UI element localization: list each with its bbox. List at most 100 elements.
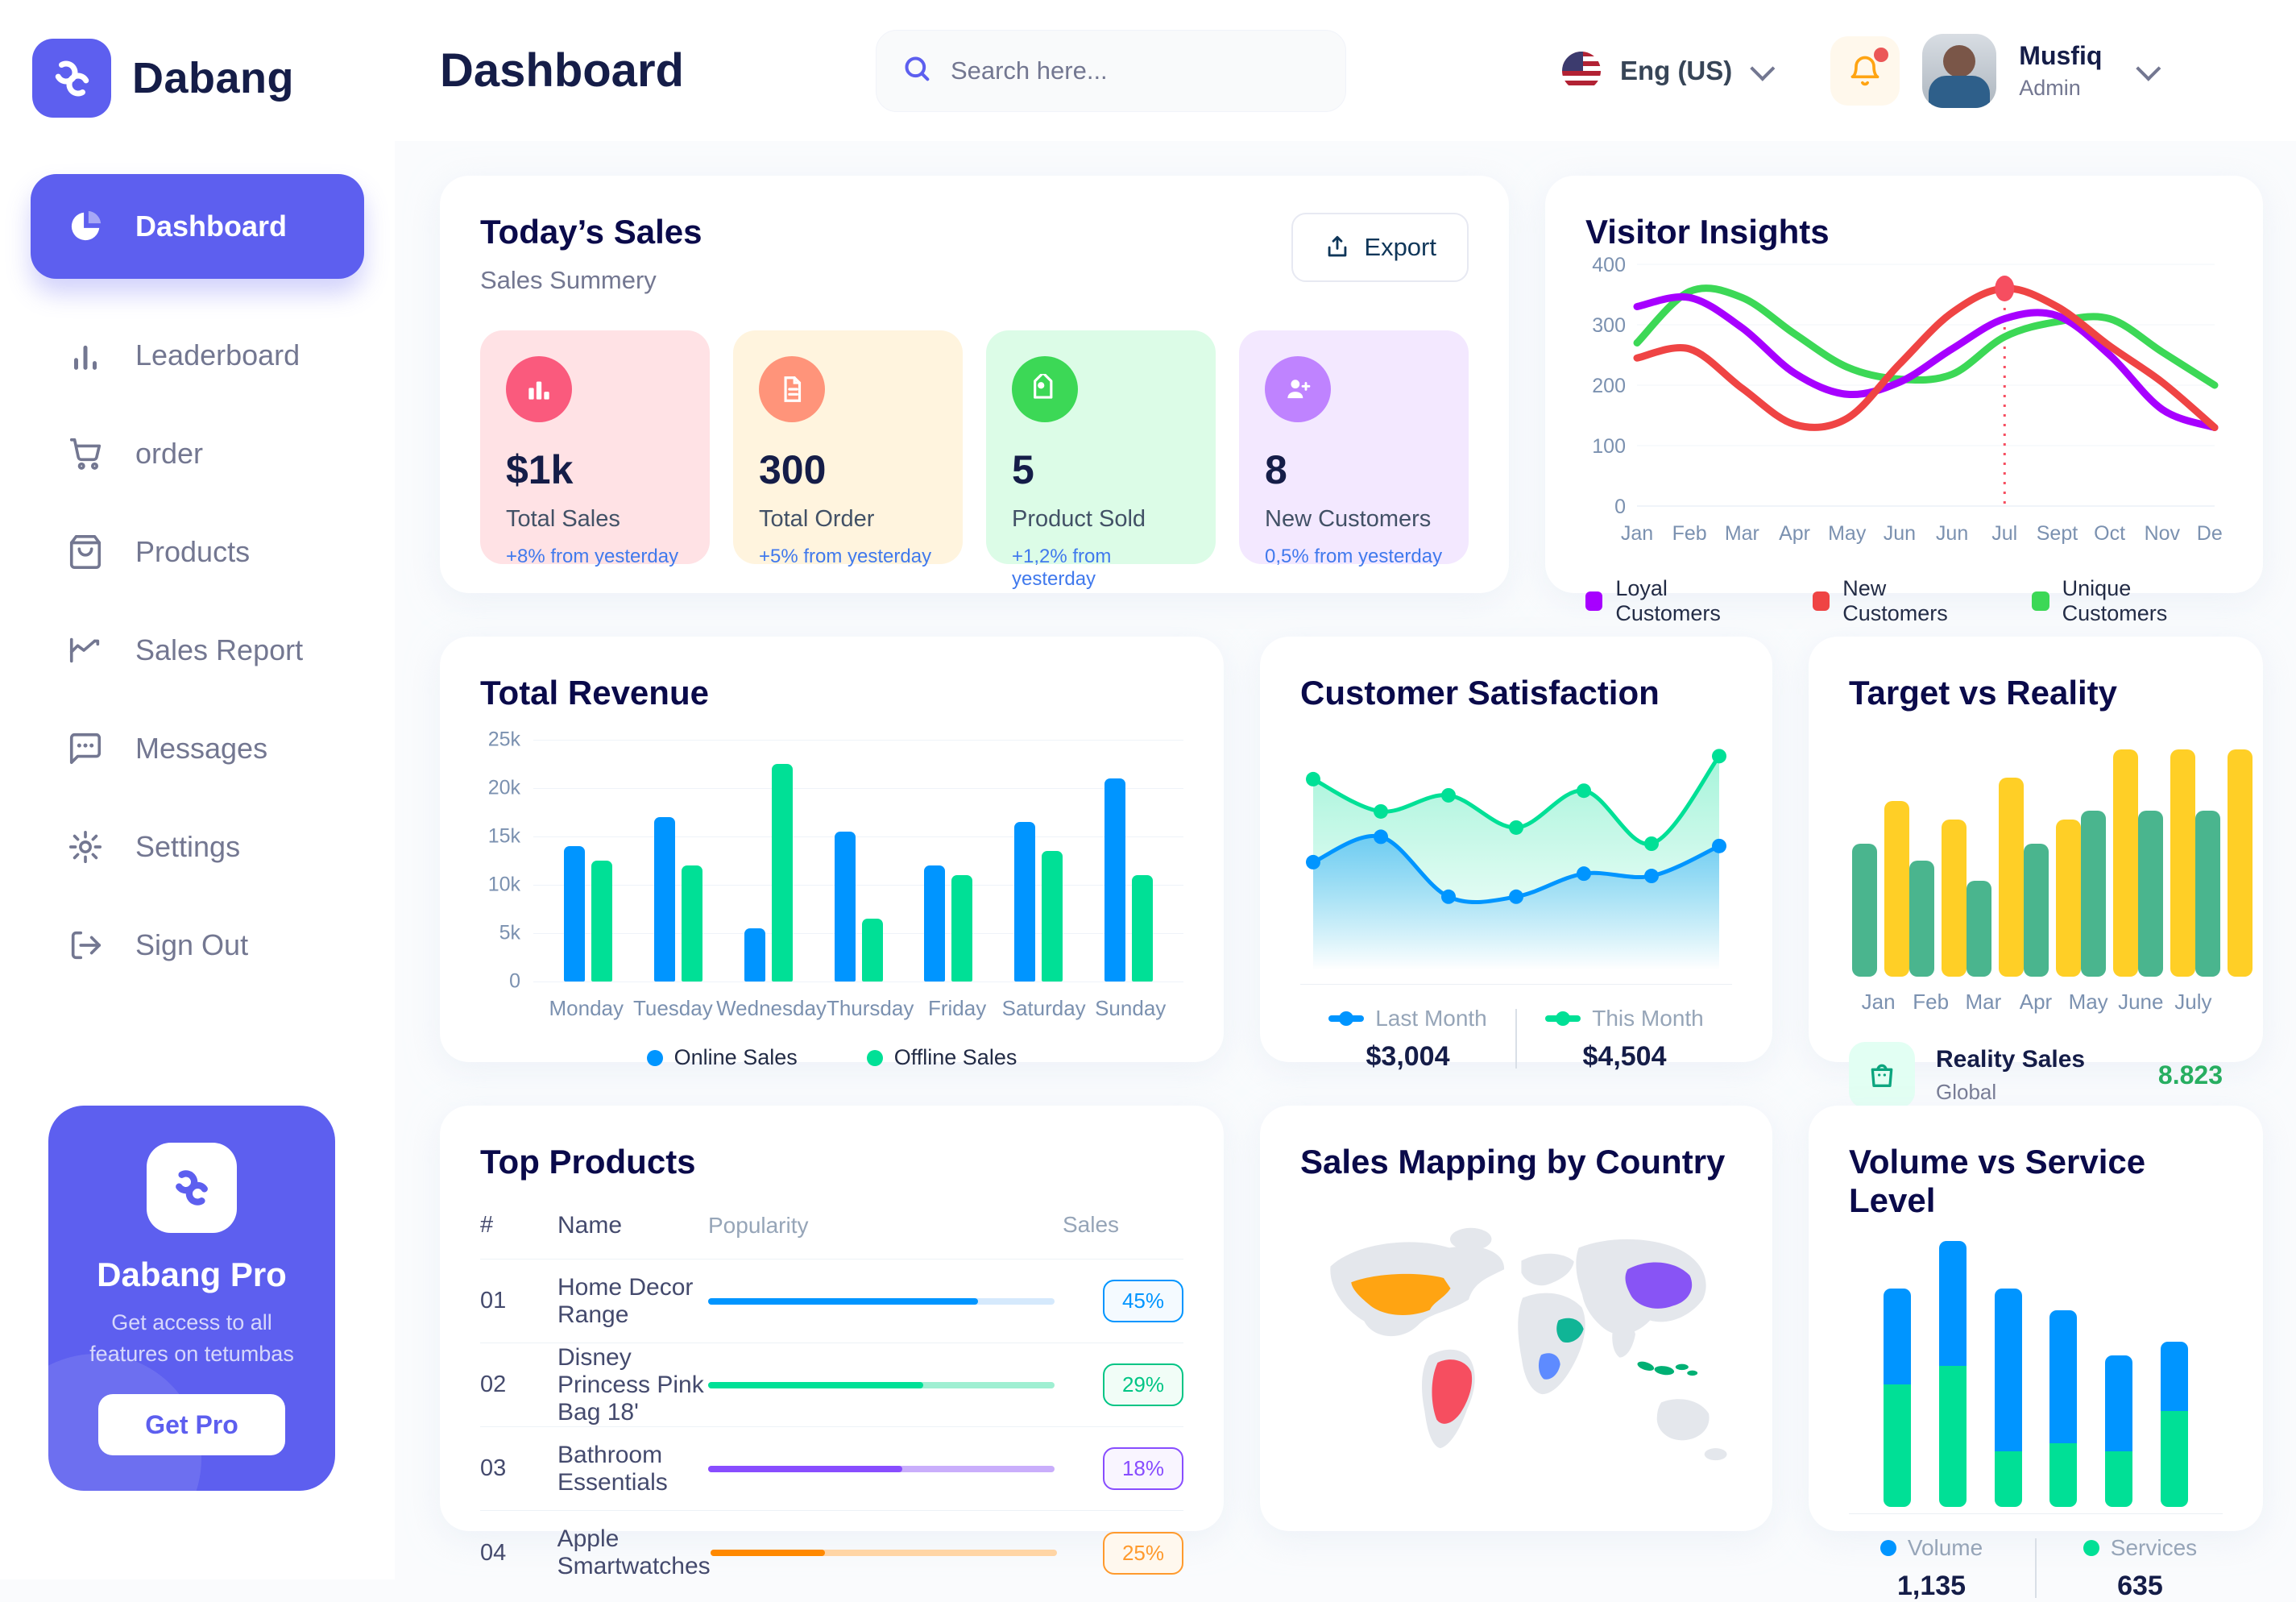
bar-group — [2138, 745, 2195, 977]
sidebar-nav: Dashboard Leaderboard order — [31, 174, 364, 994]
bar-volume — [2160, 1342, 2188, 1412]
language-selector[interactable]: Eng (US) — [1561, 51, 1776, 90]
bar-target-sales — [1884, 800, 1909, 977]
bar-volume — [1994, 1289, 2022, 1451]
table-row: 01 Home Decor Range 45% — [480, 1260, 1183, 1343]
bar-group — [1967, 745, 2024, 977]
user-role: Admin — [2019, 75, 2081, 100]
stacked-bar — [2105, 1355, 2133, 1507]
bar-chart-icon — [506, 356, 572, 422]
stacked-bar — [1884, 1289, 1912, 1507]
svg-text:Mar: Mar — [1725, 522, 1759, 545]
stat-value: $1k — [506, 447, 574, 492]
bar-group — [814, 740, 904, 982]
export-button[interactable]: Export — [1291, 213, 1469, 282]
sales-badge: 25% — [1102, 1531, 1183, 1575]
pie-chart-icon — [64, 205, 106, 247]
bar-group — [633, 740, 723, 982]
product-name: Bathroom Essentials — [557, 1441, 668, 1496]
product-popularity — [708, 1465, 1063, 1472]
series-total: 8.823 — [2157, 1060, 2223, 1089]
sidebar-item-label: Dashboard — [135, 210, 288, 243]
target-plot — [1849, 745, 2252, 977]
sidebar-item-leaderboard[interactable]: Leaderboard — [31, 306, 364, 405]
cart-icon — [64, 433, 106, 475]
bar-volume — [2105, 1355, 2133, 1451]
search-bar — [875, 29, 1346, 112]
country-brazil — [1432, 1359, 1473, 1424]
avatar[interactable] — [1922, 33, 1997, 108]
stat-value: 300 — [759, 447, 827, 492]
brand: Dabang — [31, 32, 364, 150]
sidebar-item-label: order — [135, 437, 204, 470]
product-sales: 18% — [1063, 1447, 1183, 1490]
bell-icon — [1850, 56, 1879, 85]
user-menu-chevron-icon[interactable] — [2136, 56, 2161, 81]
legend-group-volume: Volume 1,135 — [1849, 1535, 2014, 1602]
svg-text:Oct: Oct — [2094, 522, 2125, 545]
sidebar-item-sign-out[interactable]: Sign Out — [31, 896, 364, 994]
stat-label: Product Sold — [1012, 506, 1146, 532]
page-title: Dashboard — [440, 44, 684, 97]
pro-logo-icon — [147, 1143, 237, 1233]
country-china — [1625, 1262, 1693, 1309]
product-popularity — [708, 1381, 1063, 1388]
progress-track — [708, 1465, 1055, 1472]
svg-text:300: 300 — [1592, 314, 1626, 337]
legend-swatch — [1812, 591, 1830, 611]
us-flag-icon — [1561, 51, 1601, 90]
language-label: Eng (US) — [1619, 55, 1733, 85]
bar-target-sales — [2113, 749, 2138, 977]
bar-online-sales — [1014, 822, 1036, 982]
svg-text:Jun: Jun — [1884, 522, 1916, 545]
progress-fill — [708, 1465, 902, 1472]
bar-online-sales — [563, 846, 585, 982]
legend-value: $4,504 — [1582, 1041, 1667, 1072]
bar-offline-sales — [681, 865, 702, 982]
svg-text:200: 200 — [1592, 375, 1626, 397]
sales-badge: 18% — [1102, 1447, 1183, 1490]
bar-offline-sales — [771, 764, 793, 982]
sidebar-item-settings[interactable]: Settings — [31, 798, 364, 896]
volume-plot — [1849, 1241, 2223, 1507]
bar-volume — [2049, 1309, 2078, 1443]
user-plus-icon — [1265, 356, 1331, 422]
series-subtitle: Global — [1936, 1079, 1997, 1104]
bar-online-sales — [653, 817, 675, 982]
sidebar-item-products[interactable]: Products — [31, 503, 364, 601]
gridline — [533, 885, 1183, 886]
volume-legend: Volume 1,135 Services 635 — [1849, 1535, 2223, 1602]
sidebar-item-order[interactable]: order — [31, 405, 364, 503]
product-rank: 03 — [480, 1455, 507, 1481]
message-icon — [64, 728, 106, 770]
sidebar-item-sales-report[interactable]: Sales Report — [31, 601, 364, 699]
legend-dot — [866, 1049, 883, 1066]
sales-badge: 45% — [1102, 1280, 1183, 1322]
search-input[interactable] — [950, 56, 1321, 85]
main-area: Dashboard Eng (US) — [395, 0, 2296, 1601]
notifications-button[interactable] — [1830, 35, 1900, 106]
gridline — [533, 740, 1183, 741]
bar-offline-sales — [861, 919, 883, 982]
sidebar-item-dashboard[interactable]: Dashboard — [31, 174, 364, 279]
product-popularity — [708, 1297, 1063, 1305]
today-sales-subtitle: Sales Summery — [480, 266, 657, 294]
stat-delta: +1,2% from yesterday — [1012, 546, 1112, 590]
sidebar: Dabang Dashboard Leaderboard — [0, 0, 395, 1579]
product-rank: 02 — [480, 1372, 507, 1397]
search-icon — [901, 52, 933, 89]
product-name: Home Decor Range — [557, 1273, 694, 1328]
bar-services — [1884, 1384, 1912, 1507]
pro-upsell-card: Dabang Pro Get access to all features on… — [48, 1106, 335, 1492]
product-sales: 25% — [1063, 1531, 1183, 1575]
legend-swatch — [2032, 591, 2049, 611]
bar-reality-sales — [1852, 844, 1877, 977]
legend-item: New Customers — [1812, 576, 1980, 626]
bar-online-sales — [1104, 778, 1126, 982]
get-pro-button[interactable]: Get Pro — [98, 1394, 285, 1456]
customer-satisfaction-chart — [1306, 749, 1726, 970]
table-header: # Name Popularity Sales — [480, 1212, 1183, 1260]
sidebar-item-messages[interactable]: Messages — [31, 699, 364, 798]
sidebar-item-label: Products — [135, 535, 251, 568]
